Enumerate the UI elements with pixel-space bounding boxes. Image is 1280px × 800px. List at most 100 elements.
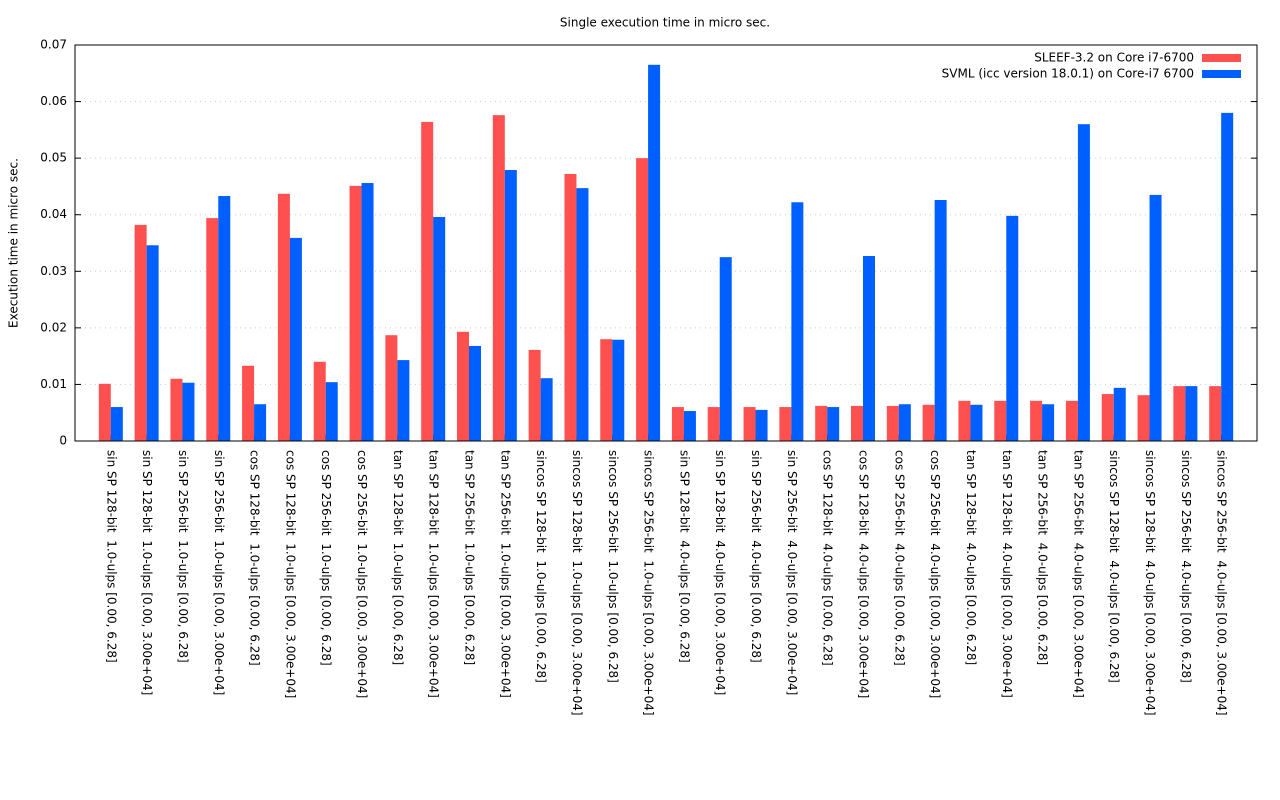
bar [707,407,720,441]
y-tick-label: 0.06 [40,94,67,108]
bar [540,378,553,441]
y-axis-label: Execution time in micro sec. [7,158,21,328]
bar [1173,386,1186,441]
bar [361,183,374,441]
bar [600,339,613,441]
x-tick-label: cos SP 128-bit 1.0-ulps [0.00, 6.28] [248,450,262,666]
x-tick-label: sincos SP 128-bit 1.0-ulps [0.00, 6.28] [534,450,548,683]
bar [313,361,326,441]
bar [1065,400,1078,441]
bar [206,218,219,441]
x-tick-label: sin SP 256-bit 1.0-ulps [0.00, 3.00e+04] [212,450,226,695]
y-tick-label: 0.02 [40,320,67,334]
bar [612,339,625,441]
bar [1030,400,1043,441]
plot-frame [74,44,1258,442]
bar [1113,387,1126,441]
bar [1077,124,1090,441]
bar [397,360,410,441]
y-tick-label: 0.04 [40,207,67,221]
bar [648,64,661,442]
bar [1137,395,1150,441]
bar [492,115,505,442]
bar [898,404,911,441]
x-tick-label: sin SP 128-bit 4.0-ulps [0.00, 3.00e+04] [713,450,727,695]
bar [242,365,255,441]
bar [719,257,732,441]
y-tick-label: 0.01 [40,377,67,391]
bar [1006,215,1019,441]
x-tick-label: tan SP 128-bit 4.0-ulps [0.00, 3.00e+04] [1000,450,1014,698]
x-tick-label: sincos SP 256-bit 1.0-ulps [0.00, 6.28] [606,450,620,683]
bar [970,404,983,441]
bar [289,237,302,441]
x-tick-label: tan SP 256-bit 4.0-ulps [0.00, 3.00e+04] [1071,450,1085,698]
bar [779,407,792,441]
x-tick-label: tan SP 128-bit 1.0-ulps [0.00, 6.28] [391,450,405,665]
x-tick-label: tan SP 256-bit 1.0-ulps [0.00, 6.28] [463,450,477,665]
bar [886,405,899,441]
bar [1185,386,1198,441]
chart-title: Single execution time in micro sec. [560,16,770,30]
x-tick-label: sin SP 256-bit 4.0-ulps [0.00, 3.00e+04] [785,450,799,695]
bar [1209,386,1222,441]
bar [863,256,875,441]
bar [576,188,589,441]
legend-swatch [1202,70,1241,78]
bar [815,405,828,441]
x-tick-label: sincos SP 128-bit 1.0-ulps [0.00, 3.00e+… [570,450,584,716]
bar [755,409,768,441]
legend-label: SVML (icc version 18.0.1) on Core-i7 670… [942,67,1194,81]
x-tick-label: sin SP 128-bit 1.0-ulps [0.00, 3.00e+04] [140,450,154,695]
bar [110,407,123,441]
bar [636,158,649,441]
x-tick-label: sin SP 128-bit 1.0-ulps [0.00, 6.28] [104,450,118,663]
bar [325,382,338,441]
bar [528,349,541,441]
bar [254,404,267,441]
x-tick-label: cos SP 128-bit 4.0-ulps [0.00, 3.00e+04] [857,450,871,698]
bar [385,335,398,441]
bar [218,196,231,441]
x-tick-label: cos SP 256-bit 1.0-ulps [0.00, 6.28] [319,450,333,666]
bar [1221,112,1234,441]
bar [934,200,947,441]
x-tick-label: sin SP 256-bit 1.0-ulps [0.00, 6.28] [176,450,190,663]
bar [421,121,434,442]
bar [170,378,183,441]
legend-label: SLEEF-3.2 on Core i7-6700 [1034,51,1194,65]
bar [994,400,1007,441]
x-tick-label: tan SP 256-bit 1.0-ulps [0.00, 3.00e+04] [498,450,512,698]
y-tick-label: 0 [59,434,67,448]
bar [1042,404,1055,441]
x-tick-label: tan SP 128-bit 4.0-ulps [0.00, 6.28] [964,450,978,665]
bar [564,173,577,442]
x-tick-label: cos SP 256-bit 4.0-ulps [0.00, 6.28] [892,450,906,666]
bar [791,202,804,441]
bar [349,185,362,441]
bar [146,245,159,441]
x-tick-label: tan SP 256-bit 4.0-ulps [0.00, 6.28] [1036,450,1050,665]
bar [827,407,840,441]
x-tick-label: sincos SP 256-bit 1.0-ulps [0.00, 3.00e+… [642,450,656,716]
x-tick-label: sin SP 128-bit 4.0-ulps [0.00, 6.28] [677,450,691,663]
x-tick-label: cos SP 128-bit 4.0-ulps [0.00, 6.28] [821,450,835,666]
bar [277,193,290,441]
bar [433,216,446,441]
x-tick-label: sincos SP 128-bit 4.0-ulps [0.00, 3.00e+… [1143,450,1157,716]
bar [1101,394,1114,441]
bar [922,404,935,441]
x-tick-label: tan SP 128-bit 1.0-ulps [0.00, 3.00e+04] [427,450,441,698]
y-tick-label: 0.03 [40,264,67,278]
bar [958,400,971,441]
y-tick-label: 0.07 [40,38,67,52]
x-tick-label: sincos SP 128-bit 4.0-ulps [0.00, 6.28] [1107,450,1121,683]
x-tick-label: cos SP 256-bit 4.0-ulps [0.00, 3.00e+04] [928,450,942,698]
bar [671,407,684,441]
x-tick-label: sin SP 256-bit 4.0-ulps [0.00, 6.28] [749,450,763,663]
bar [683,411,696,441]
bar [134,224,147,441]
x-tick-label: cos SP 256-bit 1.0-ulps [0.00, 3.00e+04] [355,450,369,698]
x-tick-label: cos SP 128-bit 1.0-ulps [0.00, 3.00e+04] [283,450,297,698]
